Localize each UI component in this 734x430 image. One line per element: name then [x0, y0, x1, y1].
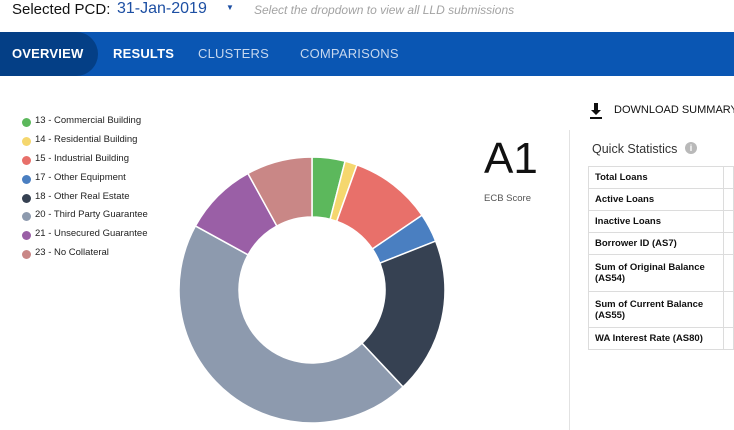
tab-comparisons[interactable]: COMPARISONS: [300, 46, 399, 61]
quick-statistics-table: Total Loans Active Loans Inactive Loans …: [588, 166, 734, 350]
stat-value-cell: [723, 291, 734, 328]
dropdown-caret-icon[interactable]: ▼: [226, 3, 234, 12]
info-icon[interactable]: i: [685, 142, 697, 154]
stat-value-cell: [723, 188, 734, 211]
stat-label-current-balance: Sum of Current Balance (AS55): [588, 291, 724, 328]
stat-value-cell: [723, 232, 734, 255]
stat-value-cell: [723, 327, 734, 350]
stat-label-wa-interest-rate: WA Interest Rate (AS80): [588, 327, 724, 350]
legend-swatch: [22, 193, 31, 203]
tab-overview[interactable]: OVERVIEW: [0, 32, 99, 76]
donut-slice[interactable]: [179, 224, 405, 423]
pcd-hint-text: Select the dropdown to view all LLD subm…: [254, 3, 515, 17]
table-row: Active Loans: [588, 188, 734, 211]
main-nav: OVERVIEW RESULTS CLUSTERS COMPARISONS: [0, 32, 734, 76]
stat-label-total-loans: Total Loans: [588, 166, 724, 189]
ecb-score-value: A1: [484, 134, 538, 183]
download-summary-label: DOWNLOAD SUMMARY: [614, 104, 734, 116]
pcd-label: Selected PCD:: [12, 1, 111, 18]
tab-results[interactable]: RESULTS: [113, 46, 175, 61]
stat-value-cell: [723, 166, 734, 189]
legend-label: 21 - Unsecured Guarantee: [35, 228, 148, 240]
legend-label: 14 - Residential Building: [35, 133, 138, 145]
pcd-dropdown-value[interactable]: 31-Jan-2019: [117, 0, 207, 17]
legend-swatch: [22, 231, 31, 241]
table-row: Inactive Loans: [588, 210, 734, 233]
collateral-donut-chart: [179, 157, 445, 423]
legend-label: 17 - Other Equipment: [35, 171, 126, 183]
legend-swatch: [22, 250, 31, 260]
legend-label: 23 - No Collateral: [35, 247, 109, 259]
stat-value-cell: [723, 254, 734, 292]
table-row: Sum of Current Balance (AS55): [588, 291, 734, 328]
stat-label-active-loans: Active Loans: [588, 188, 724, 211]
legend-swatch: [22, 136, 31, 146]
table-row: Sum of Original Balance (AS54): [588, 254, 734, 292]
ecb-score-label: ECB Score: [484, 193, 531, 204]
legend-label: 18 - Other Real Estate: [35, 190, 130, 202]
table-row: Borrower ID (AS7): [588, 232, 734, 255]
quick-statistics-title: Quick Statistics: [592, 142, 678, 156]
panel-divider: [569, 130, 570, 430]
stat-label-borrower-id: Borrower ID (AS7): [588, 232, 724, 255]
legend-label: 13 - Commercial Building: [35, 115, 142, 126]
legend-swatch: [22, 118, 31, 127]
tab-clusters[interactable]: CLUSTERS: [198, 46, 269, 61]
donut-slice[interactable]: [246, 157, 313, 228]
stat-value-cell: [723, 210, 734, 233]
pcd-selector-bar: Selected PCD: 31-Jan-2019 ▼ Select the d…: [0, 0, 734, 30]
legend-swatch: [22, 212, 31, 222]
legend-label: 20 - Third Party Guarantee: [35, 209, 148, 221]
download-icon: [590, 103, 602, 119]
table-row: Total Loans: [588, 166, 734, 189]
table-row: WA Interest Rate (AS80): [588, 327, 734, 350]
legend-label: 15 - Industrial Building: [35, 152, 129, 164]
stat-label-original-balance: Sum of Original Balance (AS54): [588, 254, 724, 292]
legend-swatch: [22, 174, 31, 184]
stat-label-inactive-loans: Inactive Loans: [588, 210, 724, 233]
legend-swatch: [22, 155, 31, 165]
